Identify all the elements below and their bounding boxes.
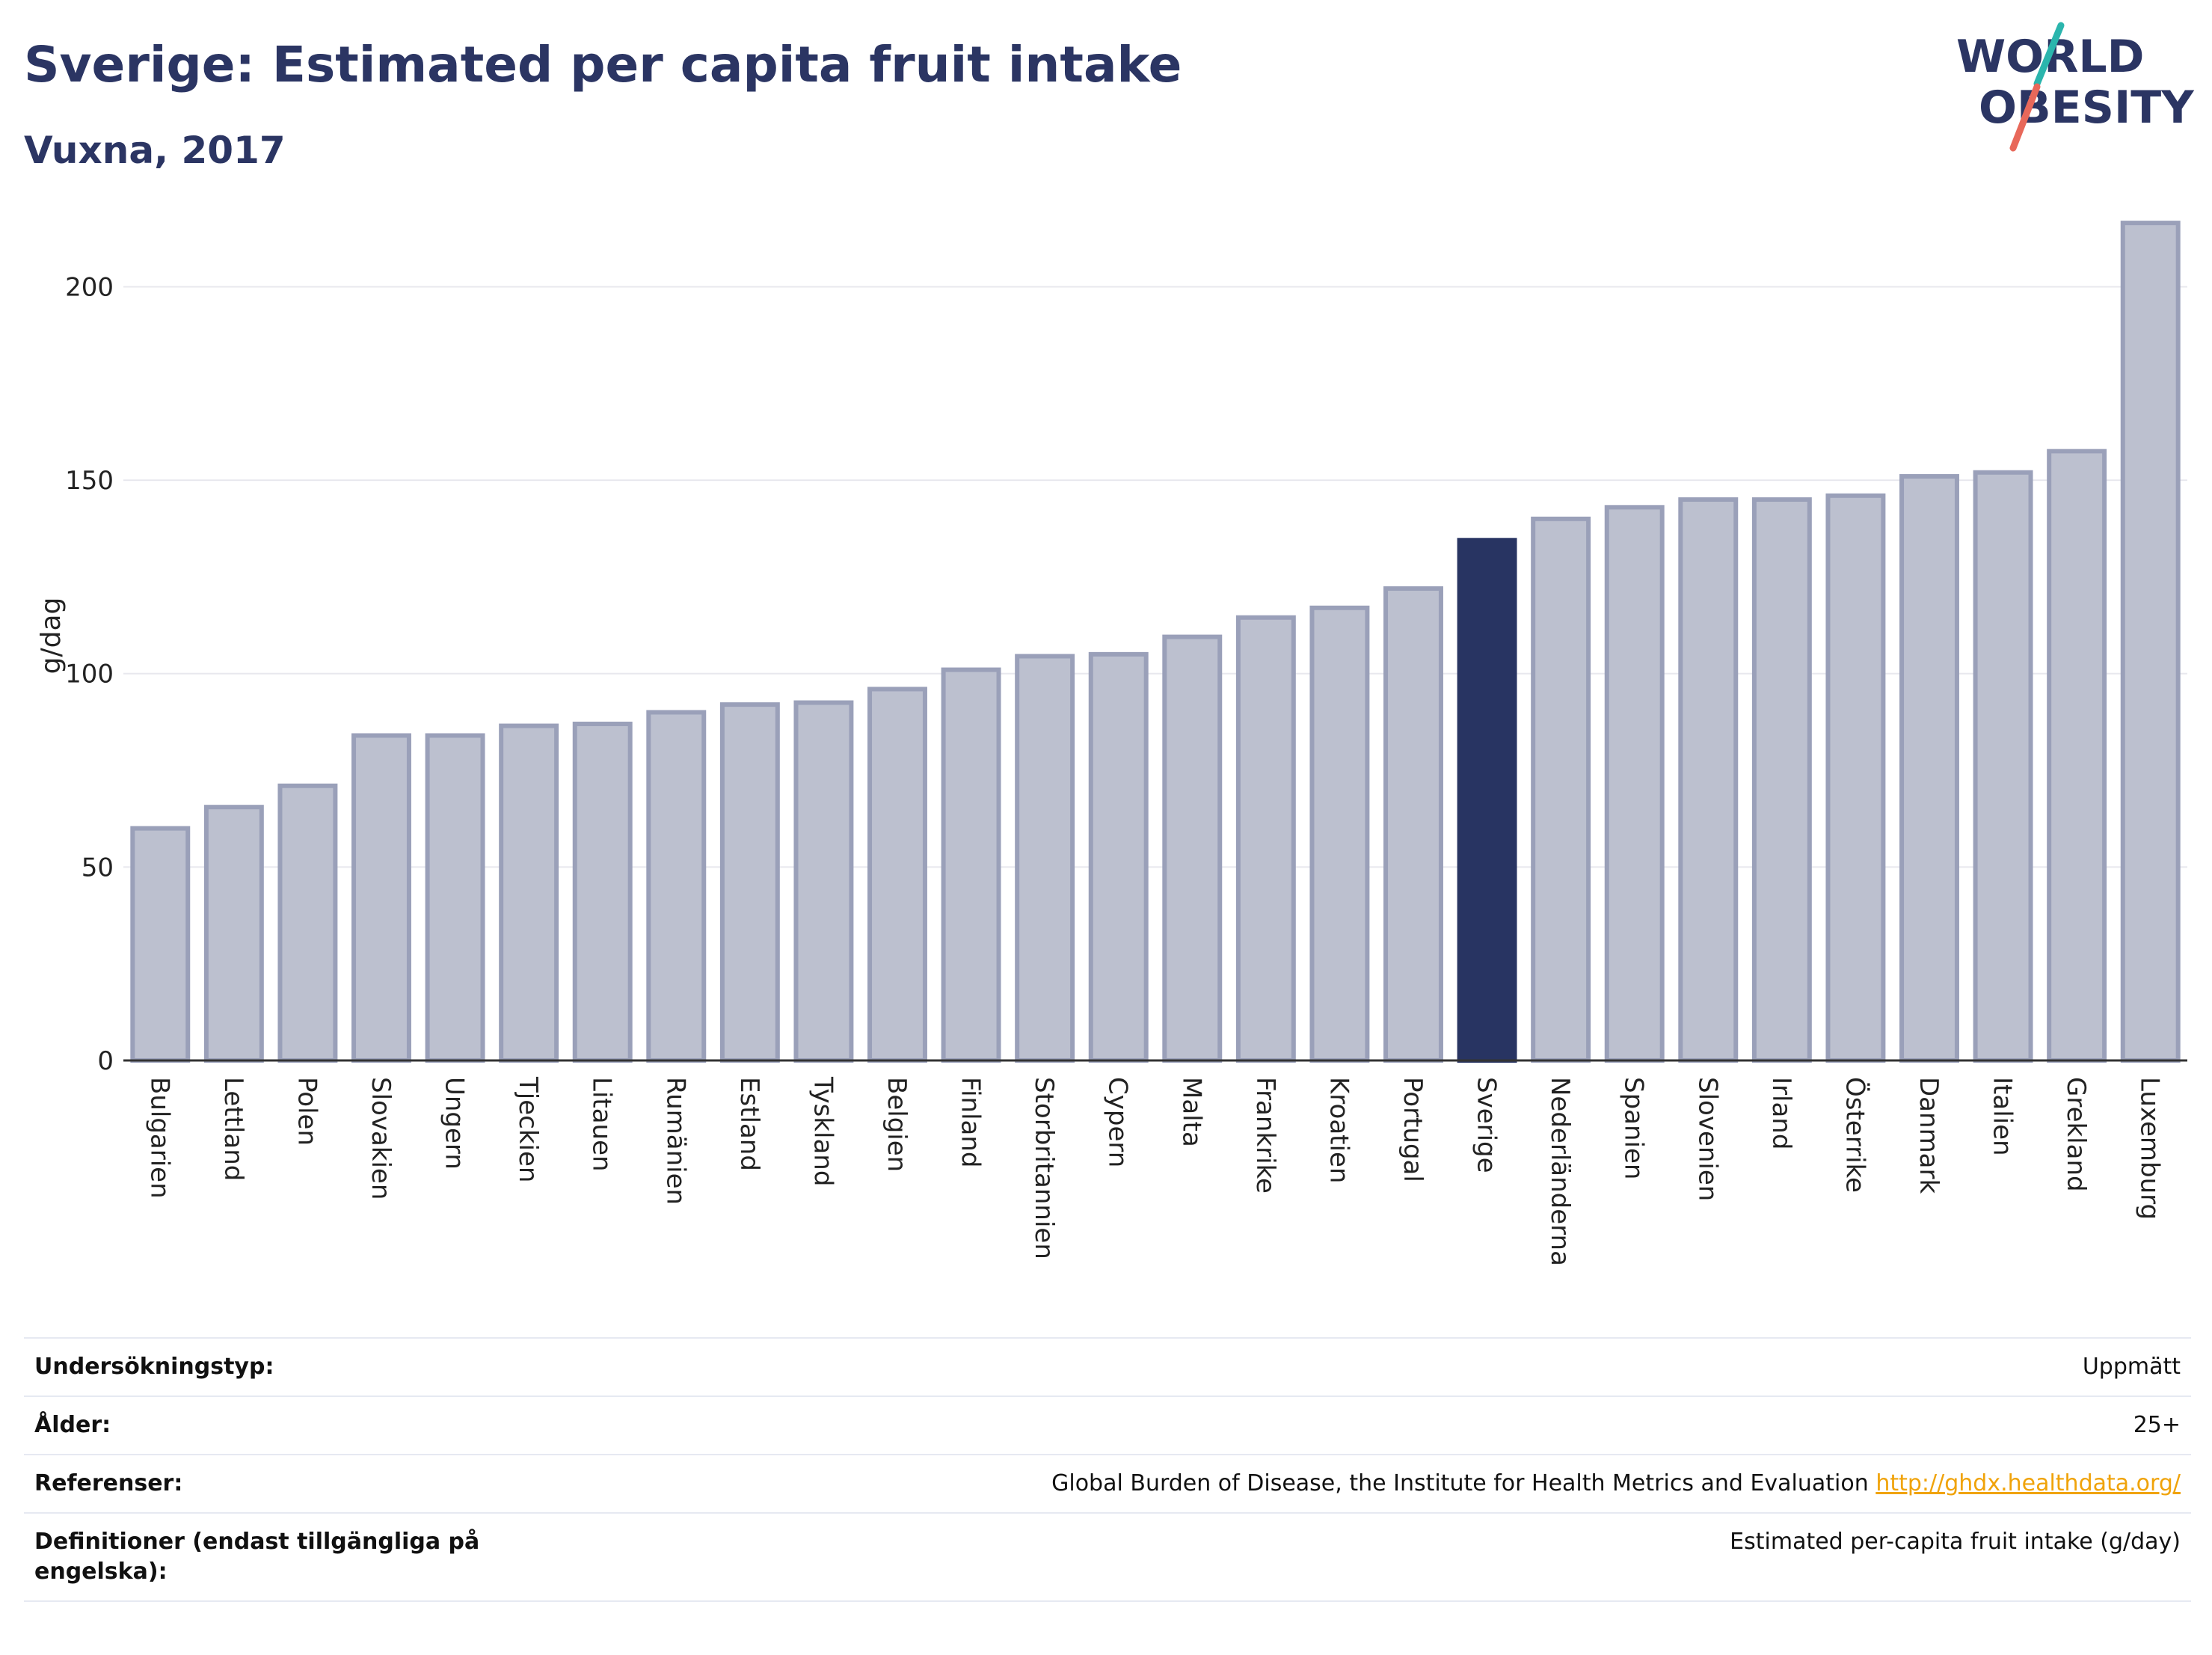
- x-tick-label: Finland: [956, 1077, 986, 1168]
- info-row-definitions: Definitioner (endast tillgängliga på eng…: [24, 1513, 2191, 1601]
- bar: [941, 667, 1001, 1063]
- y-tick-label: 200: [65, 272, 114, 302]
- x-tick-label: Tjeckien: [513, 1076, 543, 1182]
- x-tick-label: Malta: [1176, 1077, 1206, 1147]
- bar: [499, 723, 559, 1063]
- x-tick-label: Rumänien: [660, 1077, 690, 1205]
- bar: [277, 783, 338, 1063]
- chart-subtitle: Vuxna, 2017: [24, 129, 286, 172]
- info-row-survey-type: Undersökningstyp: Uppmätt: [24, 1338, 2191, 1396]
- x-tick-label: Irland: [1766, 1077, 1796, 1149]
- info-value: 25+: [2133, 1412, 2181, 1438]
- bar: [1751, 497, 1812, 1063]
- x-tick-label: Lettland: [218, 1077, 248, 1181]
- info-label: Undersökningstyp:: [34, 1354, 274, 1380]
- x-tick-label: Kroatien: [1324, 1077, 1354, 1183]
- x-tick-label: Slovenien: [1692, 1077, 1722, 1201]
- bar: [2047, 449, 2107, 1063]
- y-axis-title: g/dag: [36, 598, 67, 675]
- x-tick-label: Nederländerna: [1545, 1077, 1575, 1266]
- x-tick-label: Spanien: [1619, 1077, 1649, 1179]
- x-tick-label: Storbritannien: [1029, 1077, 1059, 1259]
- y-tick-label: 50: [82, 853, 114, 882]
- bar: [1088, 651, 1149, 1063]
- logo-line-2: OBESITY: [1979, 82, 2195, 134]
- x-tick-label: Luxemburg: [2135, 1077, 2165, 1220]
- bar: [203, 805, 264, 1063]
- bar: [1531, 516, 1591, 1063]
- world-obesity-logo: WORLD OBESITY: [1956, 22, 2195, 152]
- bar: [351, 733, 411, 1063]
- x-tick-label: Tyskland: [808, 1076, 838, 1186]
- bar: [646, 710, 707, 1063]
- bar: [1973, 470, 2033, 1063]
- info-value: Estimated per-capita fruit intake (g/day…: [1730, 1529, 2181, 1555]
- info-value: Uppmätt: [2082, 1354, 2181, 1380]
- logo-slash-coral: [2009, 83, 2041, 152]
- x-tick-label: Sverige: [1472, 1077, 1502, 1173]
- x-tick-label: Ungern: [440, 1077, 470, 1170]
- bar: [425, 733, 485, 1063]
- info-label: Definitioner (endast tillgängliga på eng…: [34, 1529, 480, 1585]
- logo-slash-teal: [2033, 22, 2065, 87]
- bar: [1899, 473, 1959, 1063]
- bar: [1235, 615, 1296, 1063]
- info-row-references: Referenser: Global Burden of Disease, th…: [24, 1455, 2191, 1513]
- y-tick-label: 100: [65, 660, 114, 690]
- x-tick-label: Frankrike: [1250, 1077, 1280, 1194]
- category-labels: Bulgarien Lettland Polen Slovakien Ungern Tje…: [144, 1076, 2164, 1266]
- x-tick-label: Estland: [734, 1077, 764, 1171]
- bar: [1678, 497, 1739, 1063]
- x-tick-label: Danmark: [1914, 1077, 1944, 1194]
- y-tick-label: 0: [97, 1046, 114, 1076]
- x-tick-label: Polen: [292, 1077, 322, 1146]
- info-value: Global Burden of Disease, the Institute …: [523, 1455, 2191, 1513]
- info-label: Ålder:: [34, 1412, 111, 1438]
- bar-highlight: [1457, 538, 1517, 1063]
- bar: [130, 826, 191, 1063]
- chart-title: Sverige: Estimated per capita fruit inta…: [24, 36, 1182, 93]
- bar: [1825, 493, 1886, 1063]
- info-label: Referenser:: [34, 1470, 183, 1496]
- bars: [130, 221, 2181, 1063]
- x-tick-label: Italien: [1988, 1077, 2018, 1156]
- reference-text: Global Burden of Disease, the Institute …: [1051, 1470, 1869, 1496]
- bar: [1309, 605, 1370, 1063]
- bar: [572, 721, 633, 1063]
- info-row-age: Ålder: 25+: [24, 1396, 2191, 1455]
- bar: [793, 700, 854, 1063]
- x-tick-label: Grekland: [2061, 1077, 2091, 1192]
- info-table: Undersökningstyp: Uppmätt Ålder: 25+ Ref…: [24, 1337, 2191, 1602]
- x-tick-label: Bulgarien: [144, 1077, 174, 1199]
- bar: [1604, 505, 1665, 1063]
- reference-link[interactable]: http://ghdx.healthdata.org/: [1875, 1470, 2181, 1496]
- x-tick-label: Portugal: [1398, 1077, 1428, 1182]
- y-tick-label: 150: [65, 466, 114, 496]
- bar: [1015, 654, 1075, 1063]
- x-tick-label: Belgien: [882, 1077, 912, 1172]
- x-tick-label: Slovakien: [366, 1077, 396, 1200]
- axes: 0 50 100 150 200: [65, 272, 2187, 1076]
- bar: [1162, 634, 1223, 1063]
- x-tick-label: Litauen: [587, 1077, 617, 1172]
- bar: [2120, 221, 2181, 1063]
- bar: [719, 702, 780, 1063]
- x-tick-label: Cypern: [1103, 1077, 1133, 1167]
- x-tick-label: Österrike: [1840, 1077, 1870, 1193]
- bar-chart: 0 50 100 150 200 Bulgarien Lettland Polen Slova…: [36, 221, 2187, 1266]
- bar: [1383, 586, 1443, 1063]
- bar: [867, 687, 927, 1063]
